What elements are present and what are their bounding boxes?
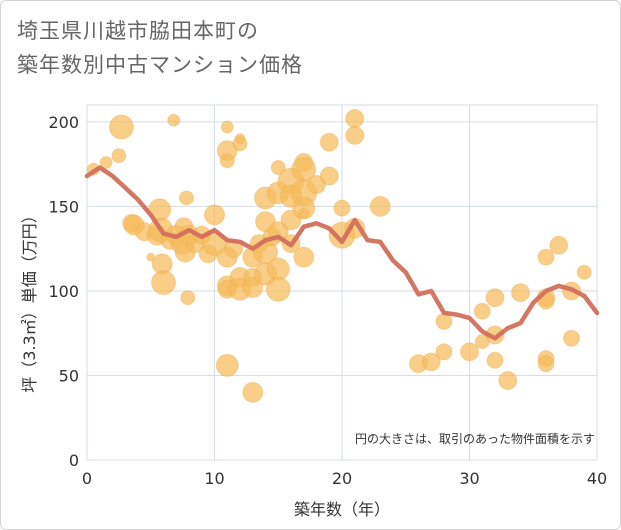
bubble-point <box>307 174 326 194</box>
x-tick-label: 40 <box>587 469 607 488</box>
chart-title: 埼玉県川越市脇田本町の 築年数別中古マンション価格 <box>17 14 303 82</box>
chart-title-line1: 埼玉県川越市脇田本町の <box>17 19 259 43</box>
bubble-point <box>265 276 291 302</box>
bubble-point <box>215 353 239 377</box>
bubble-point <box>333 199 351 217</box>
y-tick-label: 50 <box>59 366 79 385</box>
bubble-point <box>369 195 391 217</box>
bubble-point <box>151 270 176 295</box>
bubble-point <box>146 252 156 262</box>
bubble-point <box>232 136 248 152</box>
bubble-point <box>460 342 479 362</box>
bubble-point <box>204 204 225 226</box>
bubble-point <box>537 355 555 373</box>
bubble-point <box>498 371 518 391</box>
bubble-point <box>473 302 491 320</box>
plot-border <box>86 104 598 461</box>
bubble-point <box>242 277 264 299</box>
bubble-point <box>293 246 315 268</box>
bubble-point <box>167 113 181 127</box>
bubble-point <box>319 166 339 186</box>
axes: 0 50 100 150 200 0 10 20 30 40 <box>48 113 607 488</box>
bubble-point <box>345 125 365 145</box>
bubble-point <box>563 329 580 347</box>
bubble-point <box>220 120 234 134</box>
bubble-point <box>486 351 504 369</box>
y-tick-label: 0 <box>69 451 79 470</box>
bubble-point <box>178 190 194 206</box>
bubble-point <box>99 155 113 169</box>
bubble-point <box>549 235 569 255</box>
average-price-line <box>84 165 600 341</box>
y-tick-label: 200 <box>48 113 79 132</box>
bubble-point <box>108 114 134 140</box>
x-tick-label: 0 <box>82 469 92 488</box>
bubble-point <box>180 290 196 306</box>
x-tick-label: 20 <box>332 469 352 488</box>
bubble-point <box>537 248 555 266</box>
bubble-point <box>266 257 290 281</box>
bubble-point <box>292 196 316 220</box>
average-line-layer <box>84 165 600 341</box>
bubble-point <box>298 207 310 219</box>
y-tick-label: 100 <box>48 282 79 301</box>
bubble-point <box>576 264 592 280</box>
bubble-series <box>86 109 592 403</box>
bubble-point <box>485 288 505 308</box>
size-note: 円の大きさは、取引のあった物件面積を示す <box>355 431 595 446</box>
bubble-point <box>345 109 365 129</box>
x-tick-label: 10 <box>204 469 224 488</box>
x-tick-label: 30 <box>459 469 479 488</box>
bubble-point <box>421 352 441 372</box>
bubble-point <box>242 381 264 403</box>
y-axis-label: 坪（3.3㎡）単価（万円） <box>20 207 39 392</box>
bubble-point <box>319 132 339 152</box>
y-tick-label: 150 <box>48 197 79 216</box>
bubble-point <box>511 283 530 303</box>
chart-title-line2: 築年数別中古マンション価格 <box>17 53 303 77</box>
x-axis-label: 築年数（年） <box>294 500 390 519</box>
bubble-point <box>270 160 286 176</box>
bubble-point <box>435 343 453 361</box>
bubble-point <box>111 148 127 164</box>
bubble-point <box>219 153 235 169</box>
